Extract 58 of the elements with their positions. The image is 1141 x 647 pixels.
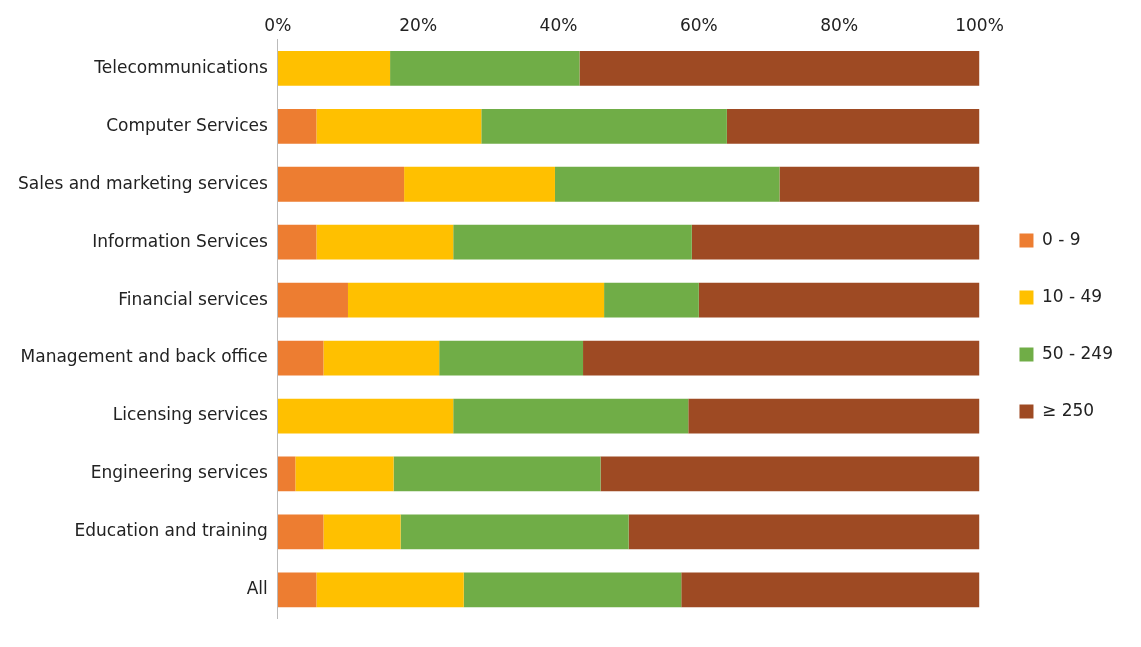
bar xyxy=(277,282,348,318)
bar xyxy=(691,224,980,260)
y-tick-label: Information Services xyxy=(92,230,268,251)
y-tick-label: Sales and marketing services xyxy=(18,172,268,193)
bar xyxy=(277,572,317,608)
x-tick-label: 40% xyxy=(539,14,578,35)
legend-label: 10 - 49 xyxy=(1041,285,1103,306)
bar xyxy=(316,224,454,260)
bar xyxy=(453,224,692,260)
bar xyxy=(295,456,394,492)
x-tick-label: 80% xyxy=(820,14,859,35)
x-tick-label: 100% xyxy=(955,14,1004,35)
bar xyxy=(688,398,980,434)
bar xyxy=(316,572,464,608)
bar xyxy=(400,514,629,550)
bar xyxy=(277,456,296,492)
bar xyxy=(481,108,727,144)
bar xyxy=(604,282,699,318)
bar xyxy=(277,224,317,260)
legend-label: 50 - 249 xyxy=(1041,342,1114,363)
bar xyxy=(463,572,682,608)
legend-label: ≥ 250 xyxy=(1041,399,1095,420)
y-tick-label: Management and back office xyxy=(20,346,268,367)
bar xyxy=(323,340,440,376)
bar xyxy=(439,340,584,376)
bar xyxy=(277,340,324,376)
bar xyxy=(698,282,980,318)
x-tick-label: 20% xyxy=(399,14,438,35)
bar xyxy=(277,514,324,550)
x-tick-label: 0% xyxy=(264,14,292,35)
bar xyxy=(554,166,780,202)
bar xyxy=(779,166,980,202)
y-tick-label: Computer Services xyxy=(106,114,268,135)
bar xyxy=(726,108,980,144)
bar xyxy=(628,514,980,550)
bar xyxy=(579,50,980,86)
bar xyxy=(347,282,605,318)
y-tick-label: All xyxy=(246,578,268,599)
bar xyxy=(583,340,980,376)
bar xyxy=(316,108,482,144)
y-tick-label: Engineering services xyxy=(90,462,268,483)
y-tick-label: Financial services xyxy=(118,288,268,309)
y-tick-label: Licensing services xyxy=(112,404,268,425)
bar xyxy=(600,456,980,492)
bar xyxy=(277,108,317,144)
bar xyxy=(390,50,580,86)
y-tick-label: Telecommunications xyxy=(93,56,268,77)
legend-label: 0 - 9 xyxy=(1041,228,1081,249)
x-tick-label: 60% xyxy=(679,14,718,35)
bar xyxy=(681,572,980,608)
bar xyxy=(453,398,689,434)
bar xyxy=(277,50,391,86)
bar xyxy=(277,166,405,202)
y-tick-label: Education and training xyxy=(74,520,268,541)
bar xyxy=(277,398,454,434)
bar xyxy=(393,456,601,492)
bar xyxy=(323,514,401,550)
bar xyxy=(404,166,555,202)
